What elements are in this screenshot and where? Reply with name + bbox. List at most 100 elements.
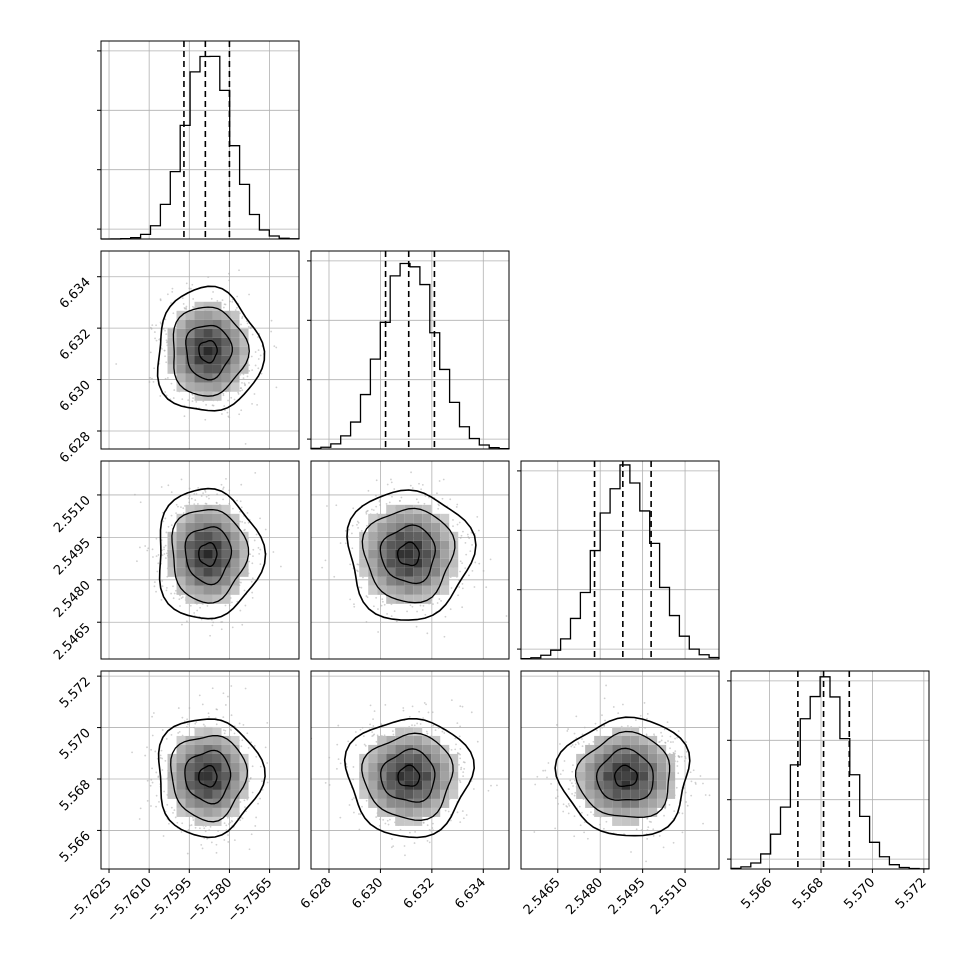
density-cell	[239, 328, 249, 338]
density-cell	[377, 576, 387, 586]
sample-point	[455, 506, 458, 508]
sample-point	[462, 530, 464, 533]
density-cell	[221, 513, 231, 523]
density-cell	[422, 522, 432, 532]
density-cell	[221, 771, 231, 781]
sample-point	[199, 606, 201, 609]
density-cell	[603, 762, 613, 772]
sample-point	[204, 489, 206, 492]
sample-point	[646, 837, 649, 840]
sample-point	[419, 723, 422, 725]
sample-point	[250, 580, 253, 583]
sample-point	[678, 812, 681, 814]
density-cell	[176, 585, 186, 595]
contour-level-4	[198, 542, 218, 567]
sample-point	[430, 726, 433, 729]
density-cell	[230, 558, 240, 568]
sample-point	[153, 367, 156, 370]
sample-point	[165, 341, 168, 344]
sample-point	[248, 780, 251, 782]
sample-point	[658, 835, 661, 837]
density-cell	[395, 726, 405, 736]
scatter-panel-4-2	[310, 670, 510, 873]
density-cell	[194, 522, 204, 532]
sample-point	[572, 785, 574, 787]
density-cell	[203, 301, 213, 311]
density-cell	[212, 328, 222, 338]
sample-point	[567, 812, 570, 815]
sample-point	[163, 553, 166, 555]
sample-point	[222, 692, 225, 695]
density-cell	[203, 744, 213, 754]
sample-point	[160, 486, 163, 488]
sample-point	[563, 760, 566, 762]
sample-point	[185, 305, 188, 308]
sample-point	[422, 604, 425, 607]
sample-point	[685, 741, 688, 743]
sample-point	[348, 804, 351, 806]
density-cell	[666, 789, 676, 799]
sample-point	[369, 704, 372, 707]
sample-point	[460, 768, 462, 771]
density-cell	[185, 382, 195, 392]
sample-point	[236, 499, 238, 502]
density-cell	[194, 807, 204, 817]
sample-point	[239, 389, 242, 392]
density-cell	[212, 558, 222, 568]
density-cell	[386, 531, 396, 541]
sample-point	[244, 806, 246, 809]
density-cell	[603, 807, 613, 817]
sample-point	[601, 714, 603, 717]
sample-point	[167, 525, 170, 528]
density-cell	[194, 301, 204, 311]
sample-point	[471, 544, 473, 546]
density-cell	[176, 319, 186, 329]
sample-point	[450, 748, 453, 751]
sample-point	[676, 765, 679, 767]
sample-point	[381, 598, 384, 601]
density-cell	[386, 585, 396, 595]
sample-point	[216, 299, 219, 302]
contour-level-1	[156, 285, 266, 412]
sample-point	[195, 400, 198, 403]
density-cell	[368, 567, 378, 577]
density-cell	[603, 753, 613, 763]
density-cell	[648, 762, 658, 772]
sample-point	[378, 500, 381, 503]
sample-point	[251, 597, 254, 599]
sample-point	[151, 324, 154, 326]
sample-point	[663, 814, 665, 817]
sample-point	[447, 810, 450, 813]
sample-point	[248, 293, 250, 296]
sample-point	[163, 790, 166, 793]
sample-point	[163, 546, 165, 549]
contour-level-4	[198, 339, 218, 364]
sample-point	[157, 554, 160, 556]
density-cell	[639, 780, 649, 790]
sample-point	[161, 585, 164, 588]
contour-level-2	[361, 507, 456, 604]
sample-point	[437, 727, 440, 729]
sample-point	[151, 767, 153, 770]
density-cell	[212, 364, 222, 374]
sample-point	[650, 821, 652, 823]
density-cell	[212, 355, 222, 365]
sample-point	[645, 734, 648, 737]
density-cell	[386, 780, 396, 790]
sample-point	[241, 817, 244, 820]
sample-point	[590, 811, 592, 813]
density-cell	[621, 735, 631, 745]
sample-point	[365, 595, 368, 597]
sample-point	[458, 779, 461, 782]
sample-point	[236, 306, 238, 309]
sample-point	[386, 613, 388, 615]
sample-point	[559, 773, 562, 776]
density-cell	[648, 789, 658, 799]
sample-point	[573, 835, 576, 838]
density-cell	[203, 576, 213, 586]
sample-point	[356, 523, 358, 526]
sample-point	[680, 755, 683, 758]
sample-point	[378, 818, 381, 821]
x-tick-label: 6.630	[349, 875, 386, 912]
density-cell	[639, 789, 649, 799]
